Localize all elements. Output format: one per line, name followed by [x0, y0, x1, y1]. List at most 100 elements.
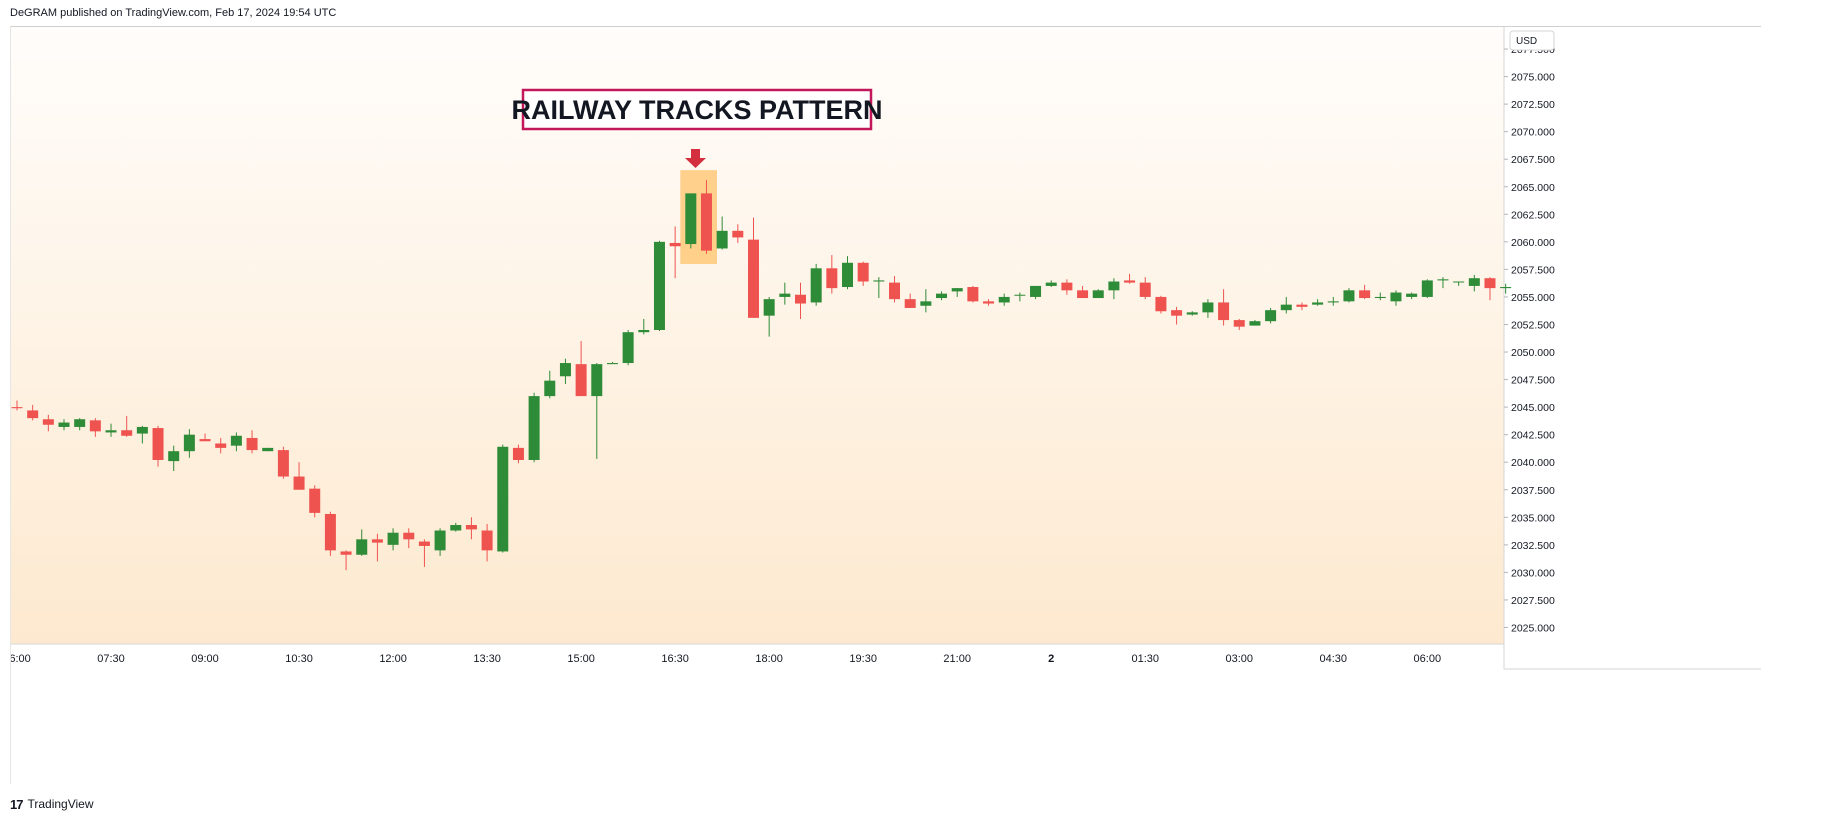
candle: [1139, 277, 1151, 300]
candle-body: [998, 296, 1010, 303]
candle: [168, 445, 180, 472]
candle-body: [685, 193, 697, 245]
candle-body: [481, 530, 493, 551]
chart-frame[interactable]: 2077.5002075.0002072.5002070.0002067.500…: [3, 26, 1761, 784]
price-tick-label: 2035.000: [1511, 512, 1555, 524]
time-tick-label: 04:30: [1320, 653, 1348, 665]
candle-body: [387, 532, 399, 545]
candle-body: [340, 551, 352, 555]
tradingview-brand-label: TradingView: [27, 797, 94, 811]
candle: [810, 263, 822, 306]
time-tick-label: 13:30: [473, 653, 501, 665]
candle: [434, 528, 446, 556]
railway-tracks-annotation: RAILWAY TRACKS PATTERN: [511, 88, 883, 168]
candle: [1092, 289, 1104, 299]
candlestick-chart[interactable]: 2077.5002075.0002072.5002070.0002067.500…: [3, 27, 1761, 784]
candle-body: [1453, 281, 1465, 283]
time-tick-label: 09:00: [191, 653, 219, 665]
candle-body: [1249, 321, 1261, 326]
candle-body: [1061, 282, 1073, 291]
candle-body: [544, 380, 556, 397]
candle-body: [27, 410, 39, 419]
candle: [1312, 299, 1324, 306]
candle: [1030, 285, 1042, 300]
candle-body: [936, 293, 948, 299]
time-tick-label: 2: [1048, 653, 1054, 665]
candle: [1077, 285, 1089, 299]
candle-body: [1014, 294, 1026, 296]
price-tick-label: 2025.000: [1511, 622, 1555, 634]
candle-body: [1437, 279, 1449, 281]
candle-body: [716, 230, 728, 249]
candle: [1014, 292, 1026, 302]
candle: [403, 528, 415, 549]
candle: [136, 425, 148, 444]
candle-body: [121, 430, 133, 436]
time-tick-label: 18:00: [755, 653, 783, 665]
candle-body: [497, 446, 509, 552]
candle: [716, 216, 728, 250]
candle: [277, 446, 289, 479]
candle: [512, 444, 524, 464]
candle-body: [1155, 296, 1167, 312]
candle-body: [904, 299, 916, 308]
candle: [1421, 279, 1433, 299]
candle: [904, 293, 916, 308]
time-tick-label: 01:30: [1131, 653, 1159, 665]
price-tick-label: 2037.500: [1511, 485, 1555, 497]
tradingview-footer: 17 TradingView: [10, 793, 94, 815]
candle: [121, 415, 133, 437]
candle: [842, 256, 854, 290]
candle-body: [1092, 290, 1104, 299]
time-tick-label: 12:00: [379, 653, 407, 665]
time-tick-label: 06:00: [11, 653, 31, 665]
candle-body: [230, 435, 242, 446]
time-tick-label: 07:30: [97, 653, 125, 665]
candle: [1233, 318, 1245, 330]
candle: [105, 423, 117, 437]
candle: [1406, 292, 1418, 300]
candle: [42, 414, 54, 432]
candle-body: [183, 434, 195, 452]
candle-body: [418, 541, 430, 546]
candle: [1280, 296, 1292, 314]
candle-body: [1296, 304, 1308, 307]
candle-body: [309, 488, 321, 513]
tradingview-logo-icon: 17: [10, 796, 24, 812]
candle: [951, 288, 963, 297]
candle: [309, 485, 321, 518]
price-tick-label: 2027.500: [1511, 595, 1555, 607]
publish-info-text: DeGRAM published on TradingView.com, Feb…: [10, 7, 337, 19]
price-axis-ticks: 2077.5002075.0002072.5002070.0002067.500…: [1504, 44, 1555, 634]
candle-body: [1484, 278, 1496, 289]
candle: [559, 358, 571, 384]
candle: [1453, 281, 1465, 286]
time-tick-label: 10:30: [285, 653, 313, 665]
candle-body: [1374, 296, 1386, 299]
candle-body: [277, 450, 289, 477]
candle-body: [1233, 320, 1245, 327]
currency-badge-box: [1509, 30, 1555, 51]
currency-badge[interactable]: USD: [1509, 30, 1555, 51]
price-tick-label: 2055.000: [1511, 292, 1555, 304]
candle: [591, 363, 603, 459]
price-tick-label: 2047.500: [1511, 375, 1555, 387]
candle-body: [842, 262, 854, 288]
candle-body: [168, 451, 180, 462]
candle: [324, 511, 336, 556]
candle-body: [591, 364, 603, 397]
candle-body: [669, 242, 681, 247]
candle: [74, 418, 86, 431]
candle-body: [1030, 285, 1042, 297]
candle-body: [1390, 292, 1402, 302]
candle-body: [810, 268, 822, 303]
candle: [1124, 273, 1136, 284]
candle: [747, 217, 759, 318]
candle-body: [215, 443, 227, 448]
candle: [183, 429, 195, 458]
candle-body: [1421, 280, 1433, 297]
candle-body: [199, 439, 211, 442]
candle-body: [1139, 282, 1151, 297]
candle-body: [293, 476, 305, 490]
candle-body: [857, 262, 869, 282]
